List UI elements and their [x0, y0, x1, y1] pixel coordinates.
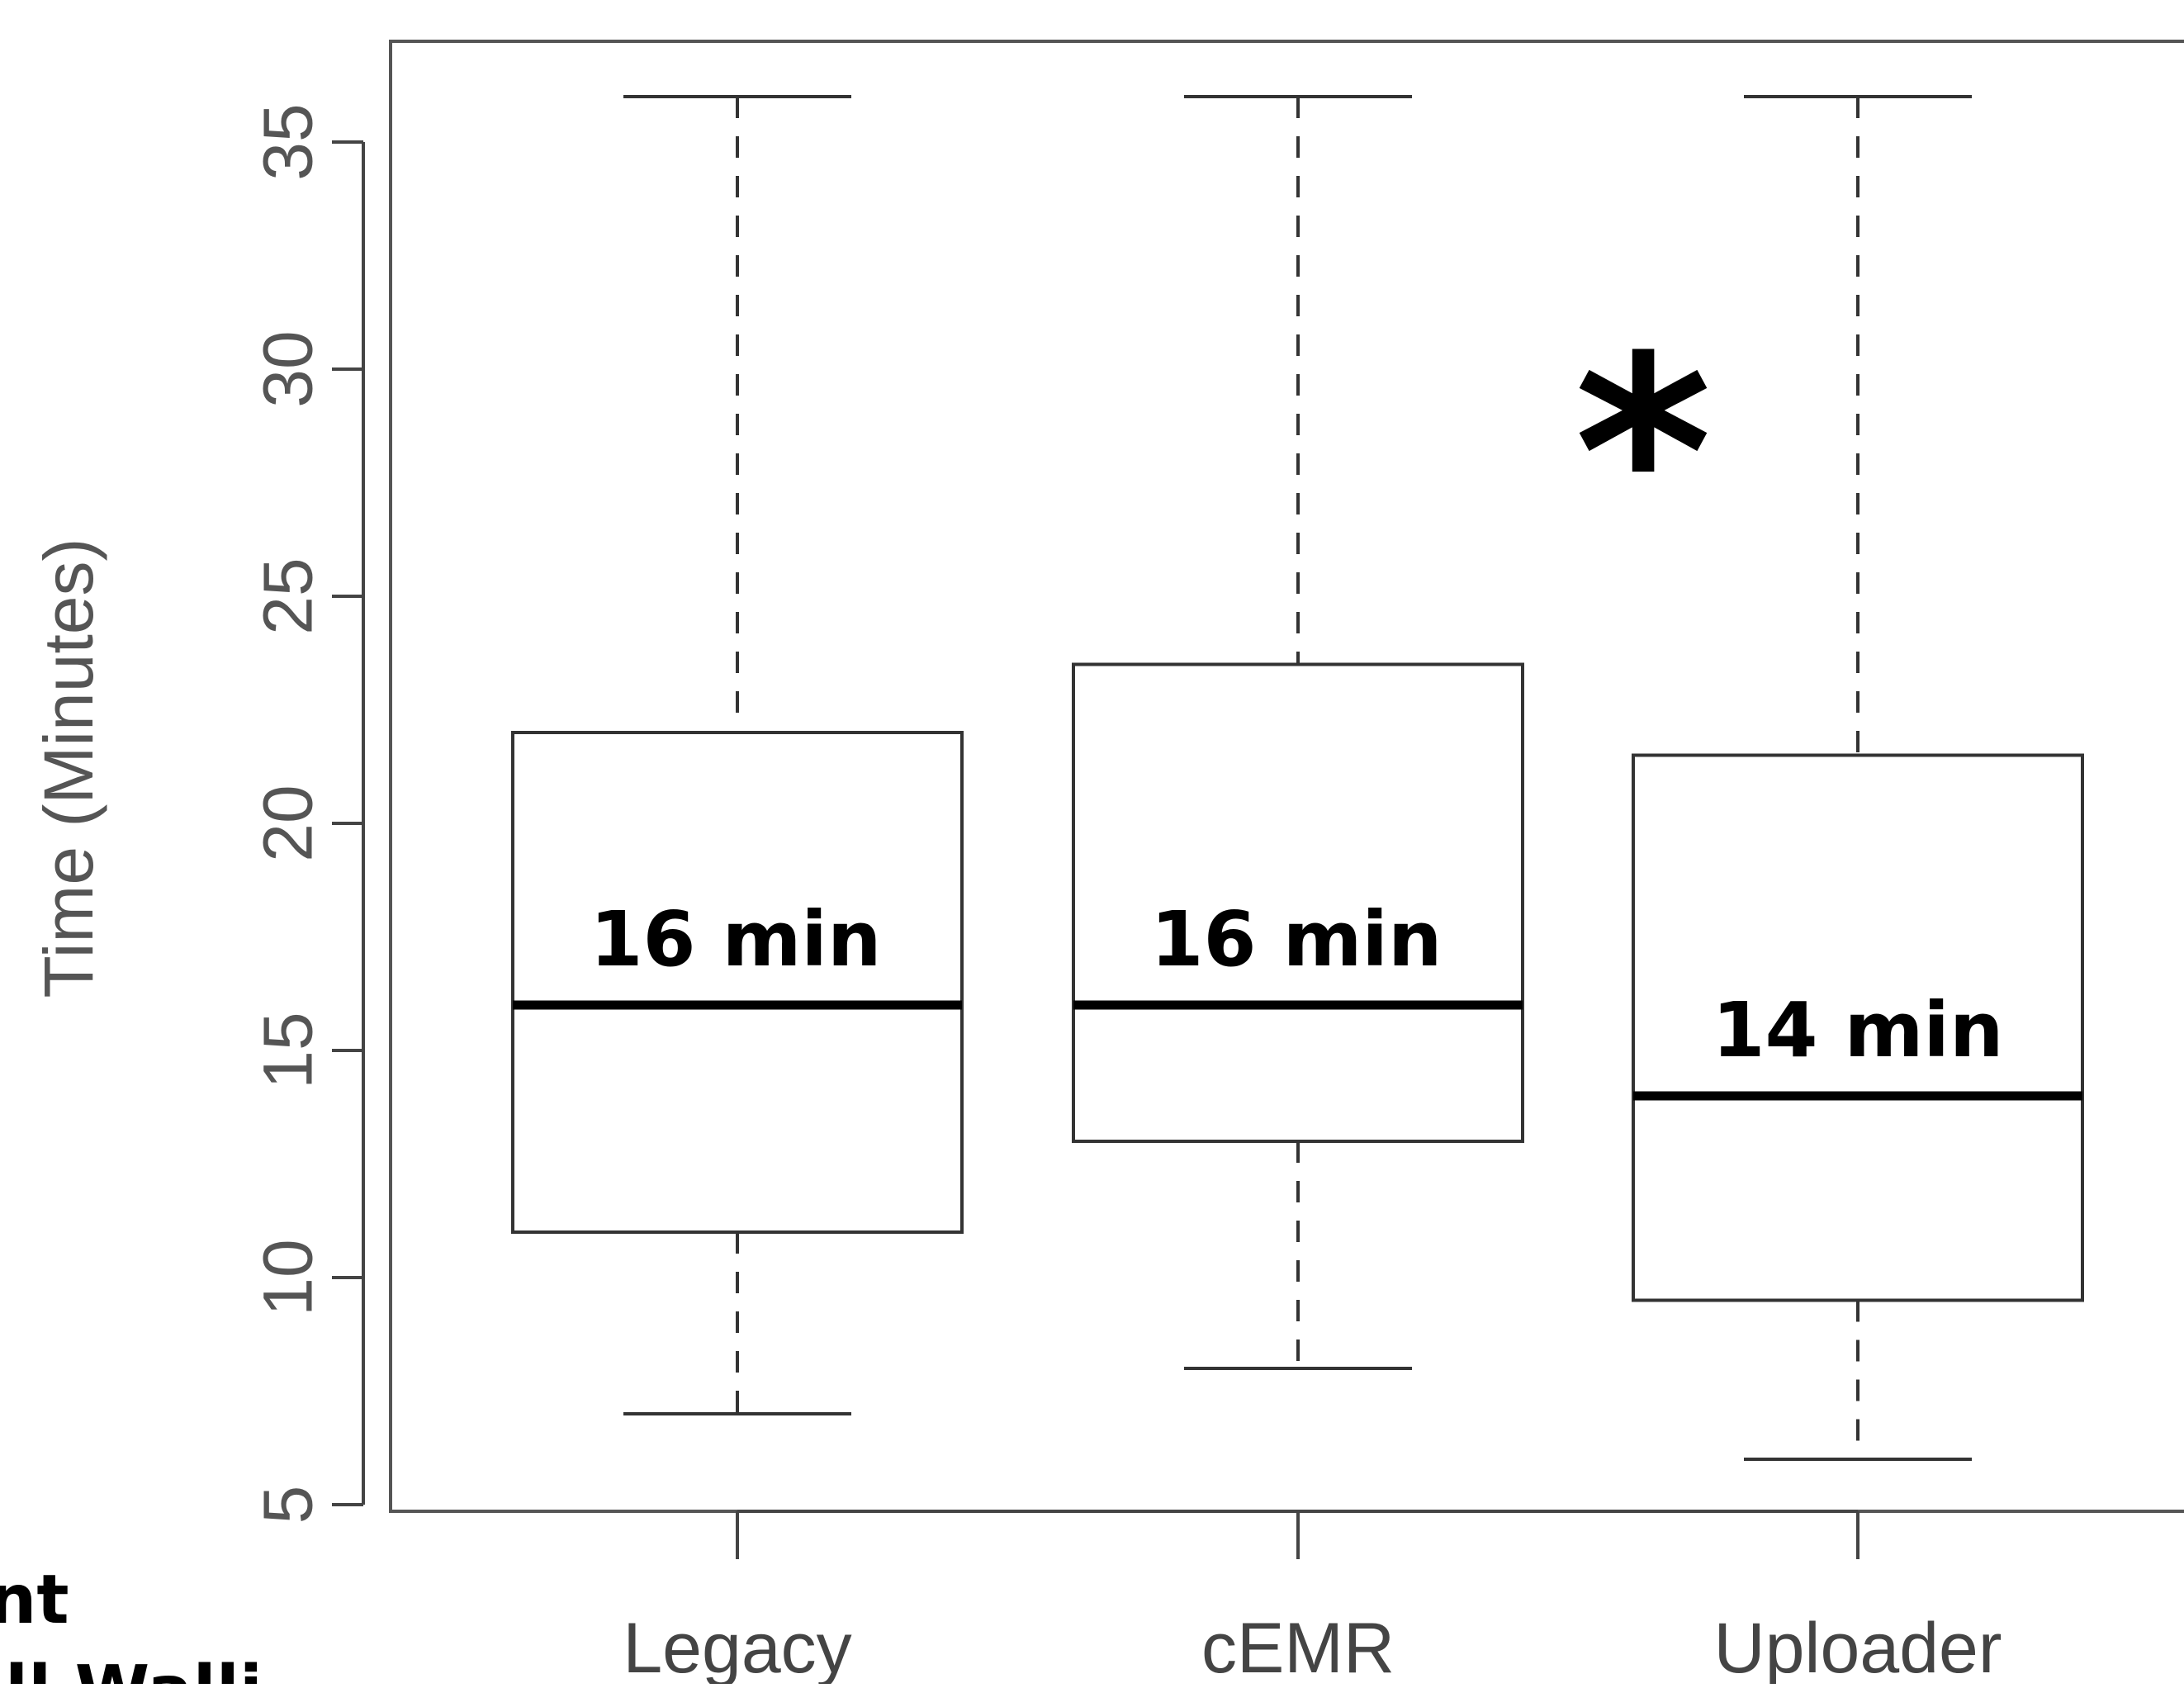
median-label: 16 min — [1151, 895, 1443, 984]
y-axis-title: Time (Minutes) — [30, 538, 107, 998]
iqr-box — [511, 731, 964, 1234]
box-series: 16 min 16 min 14 min — [511, 95, 2084, 1461]
box-cemr: 16 min — [1072, 95, 1524, 1370]
median-label: 14 min — [1713, 986, 2004, 1074]
cut-off-text-line-2: dall Walli — [0, 1652, 263, 1684]
y-tick-label: 5 — [249, 1486, 326, 1524]
y-axis-ticks: 5 10 15 20 25 30 35 — [249, 103, 363, 1524]
y-tick-label: 35 — [249, 103, 326, 180]
y-tick-label: 15 — [249, 1012, 326, 1088]
y-tick-label: 10 — [249, 1239, 326, 1316]
iqr-box — [1072, 662, 1524, 1143]
x-tick-label: Uploader — [1714, 1609, 2002, 1684]
box-uploader: 14 min — [1632, 95, 2084, 1461]
x-tick-label: Legacy — [623, 1609, 851, 1684]
significance-asterisk: * — [1574, 301, 1712, 608]
box-legacy: 16 min — [511, 95, 964, 1415]
y-tick-label: 25 — [249, 557, 326, 634]
iqr-box — [1632, 753, 2084, 1302]
y-tick-label: 20 — [249, 785, 326, 861]
x-tick-label: cEMR — [1201, 1609, 1395, 1684]
cut-off-text-line-1: nt — [0, 1561, 69, 1639]
median-label: 16 min — [590, 895, 882, 984]
y-tick-label: 30 — [249, 330, 326, 407]
x-axis-ticks: Legacy cEMR Uploader — [623, 1511, 2002, 1688]
